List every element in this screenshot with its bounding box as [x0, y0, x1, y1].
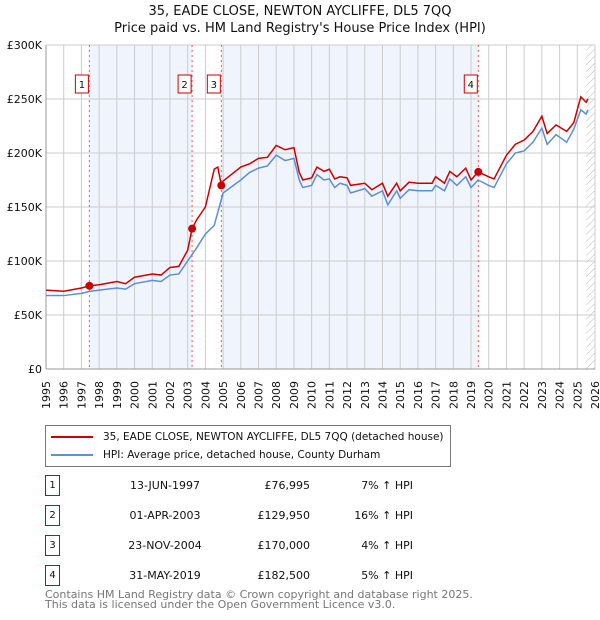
x-tick-label: 2016: [412, 381, 425, 409]
sale-label-box: [177, 74, 192, 94]
sale-number: 1: [45, 475, 60, 496]
x-tick-label: 2005: [217, 381, 230, 409]
sale-hpi-diff: 16% ↑ HPI: [354, 509, 413, 522]
hpi-line: [46, 108, 589, 297]
sale-number: 3: [45, 535, 60, 556]
legend-label: HPI: Average price, detached house, Coun…: [103, 449, 381, 461]
sale-point: [217, 181, 226, 190]
x-tick-label: 2020: [483, 381, 496, 409]
x-tick-label: 2019: [465, 381, 478, 409]
x-tick-label: 2015: [394, 381, 407, 409]
x-tick-label: 2012: [341, 381, 354, 409]
sale-row: 4 31-MAY-2019 £182,500 5% ↑ HPI: [45, 565, 445, 586]
x-tick-label: 1999: [111, 381, 124, 409]
sale-hpi-diff: 7% ↑ HPI: [361, 479, 413, 492]
sale-price: £76,995: [264, 479, 311, 492]
sale-hpi-diff: 4% ↑ HPI: [361, 539, 413, 552]
x-tick-label: 2011: [323, 381, 336, 409]
x-tick-label: 2007: [253, 381, 266, 409]
y-tick-label: £50K: [14, 309, 43, 322]
sale-price: £182,500: [257, 569, 311, 582]
x-tick-label: 2006: [235, 381, 248, 409]
y-tick-label: £100K: [7, 255, 43, 268]
x-tick-label: 2023: [536, 381, 549, 409]
legend: 35, EADE CLOSE, NEWTON AYCLIFFE, DL5 7QQ…: [45, 425, 451, 467]
sale-label-box: [74, 74, 89, 94]
x-tick-label: 2002: [164, 381, 177, 409]
x-tick-label: 2025: [571, 381, 584, 409]
sale-row: 1 13-JUN-1997 £76,995 7% ↑ HPI: [45, 475, 445, 496]
sale-point: [85, 281, 94, 290]
y-tick-label: £0: [28, 363, 42, 376]
legend-item-hpi: HPI: Average price, detached house, Coun…: [46, 447, 380, 463]
sale-date: 13-JUN-1997: [129, 479, 201, 492]
y-tick-label: £150K: [7, 201, 43, 214]
property-price-line: [45, 95, 589, 292]
chart-title: 35, EADE CLOSE, NEWTON AYCLIFFE, DL5 7QQ: [148, 4, 452, 19]
chart-subtitle: Price paid vs. HM Land Registry's House …: [114, 21, 486, 36]
sale-date: 01-APR-2003: [129, 509, 201, 522]
x-tick-label: 2000: [129, 381, 142, 409]
x-tick-label: 2014: [376, 381, 389, 409]
sale-price: £129,950: [257, 509, 311, 522]
footer: Contains HM Land Registry data © Crown c…: [45, 588, 473, 611]
x-tick-label: 2017: [430, 381, 443, 409]
y-tick-label: £200K: [7, 147, 43, 160]
sale-label: 2: [181, 80, 187, 91]
x-tick-label: 2024: [554, 381, 567, 409]
x-tick-label: 1996: [58, 381, 71, 409]
footer-line2: This data is licensed under the Open Gov…: [45, 598, 396, 611]
sale-row: 3 23-NOV-2004 £170,000 4% ↑ HPI: [45, 535, 445, 556]
x-tick-label: 2009: [288, 381, 301, 409]
x-tick-label: 2013: [359, 381, 372, 409]
x-tick-label: 1995: [40, 381, 53, 409]
x-tick-label: 2004: [199, 381, 212, 409]
footer-line1: Contains HM Land Registry data © Crown c…: [45, 588, 473, 601]
sale-number: 2: [45, 505, 60, 526]
y-tick-label: £300K: [7, 39, 43, 52]
legend-label: 35, EADE CLOSE, NEWTON AYCLIFFE, DL5 7QQ…: [103, 431, 444, 443]
sale-row: 2 01-APR-2003 £129,950 16% ↑ HPI: [45, 505, 445, 526]
x-tick-label: 2008: [270, 381, 283, 409]
x-tick-label: 1998: [93, 381, 106, 409]
x-tick-label: 2026: [589, 381, 600, 409]
sale-point: [188, 224, 197, 233]
sale-label: 3: [211, 80, 217, 91]
sale-label: 4: [468, 80, 474, 91]
x-tick-label: 2018: [447, 381, 460, 409]
sale-label-box: [463, 74, 478, 94]
x-tick-label: 2021: [500, 381, 513, 409]
sale-date: 23-NOV-2004: [128, 539, 202, 552]
plot-area: 1995 1996 1997 1998 1999 2000 2001 2002 2003 2004…: [7, 39, 600, 409]
x-tick-label: 1997: [75, 381, 88, 409]
sale-date: 31-MAY-2019: [129, 569, 201, 582]
x-tick-label: 2001: [146, 381, 159, 409]
sale-point: [474, 167, 483, 176]
legend-item-property: 35, EADE CLOSE, NEWTON AYCLIFFE, DL5 7QQ…: [46, 429, 444, 445]
x-tick-label: 2003: [182, 381, 195, 409]
sale-label-box: [206, 74, 221, 94]
x-tick-label: 2022: [518, 381, 531, 409]
sale-number: 4: [45, 565, 60, 586]
x-tick-label: 2010: [306, 381, 319, 409]
sale-price: £170,000: [257, 539, 311, 552]
sale-label: 1: [79, 80, 85, 91]
sale-hpi-diff: 5% ↑ HPI: [361, 569, 413, 582]
y-tick-label: £250K: [7, 93, 43, 106]
